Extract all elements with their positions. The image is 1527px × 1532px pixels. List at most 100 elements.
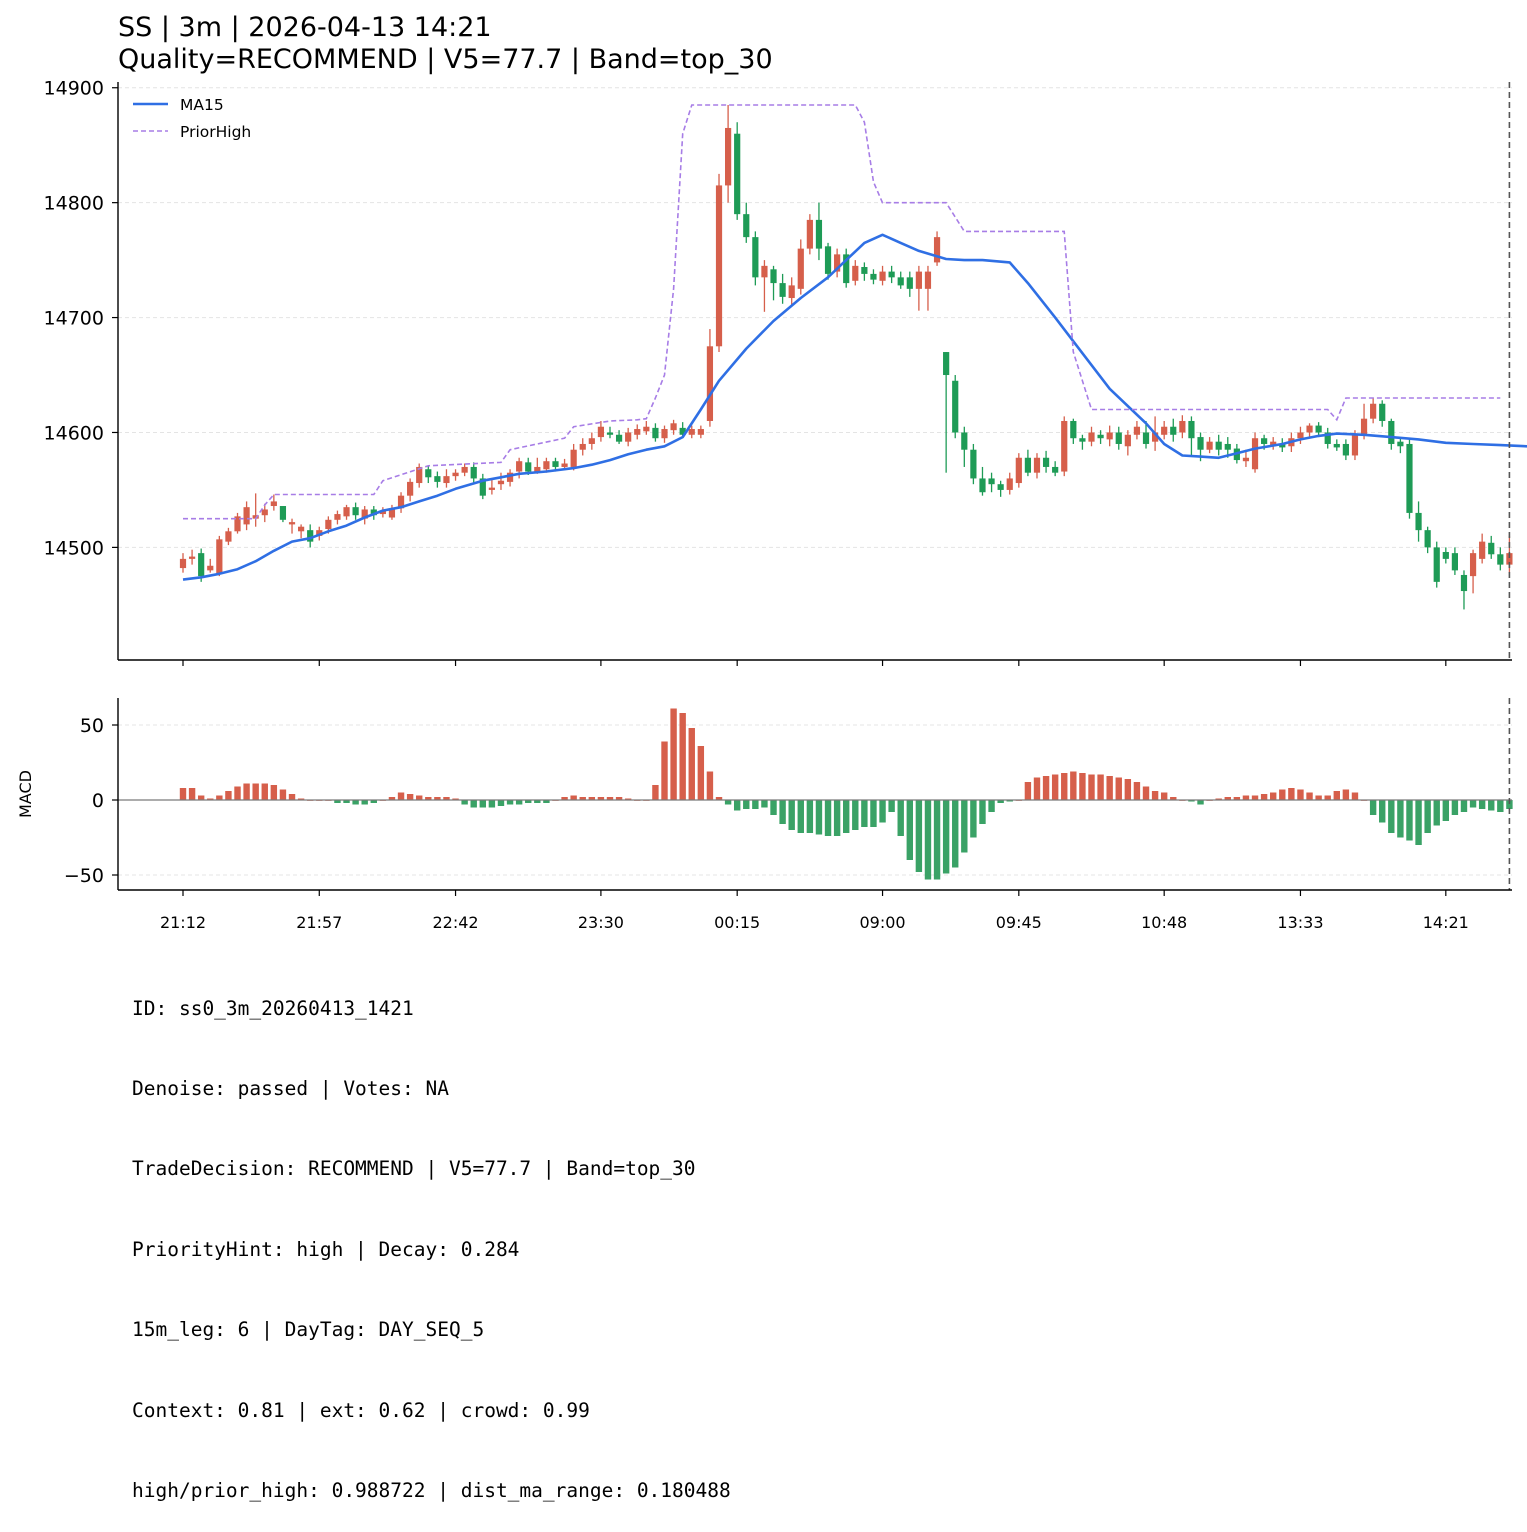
candle-body [588,438,595,444]
grid-lines [118,87,1512,876]
macd-bar [197,795,205,800]
info-line-ratios: high/prior_high: 0.988722 | dist_ma_rang… [132,1478,731,1502]
candle-body [1370,403,1377,419]
candle-body [1279,443,1286,448]
macd-bar [1497,800,1504,812]
macd-bar [1242,795,1250,800]
price-y-tick-label: 14600 [44,422,104,444]
x-tick-label: 22:42 [432,913,478,932]
macd-bar [1288,788,1295,800]
macd-bar [1388,800,1395,833]
candle-body [1324,432,1331,444]
macd-y-tick-label: −50 [64,865,104,887]
macd-bar [833,800,841,836]
candle-body [924,271,932,289]
candle-body [1088,432,1095,442]
macd-bar [1469,800,1477,808]
info-line-trade-decision: TradeDecision: RECOMMEND | V5=77.7 | Ban… [132,1157,696,1181]
candle-body [470,466,477,479]
candle-body [1079,438,1086,442]
candle-body [561,463,568,467]
macd-bar [1451,800,1459,815]
candle-body [1460,574,1468,592]
candle-body [325,519,332,530]
macd-bar [688,728,695,800]
macd-bar [988,800,995,812]
macd-bar [824,800,832,836]
candle-body [443,476,450,484]
candle-body [979,478,986,493]
macd-bar [1188,800,1195,802]
candle-body [879,271,886,281]
macd-bar [1106,776,1113,800]
macd-bar [815,800,823,835]
macd-bar [1315,795,1322,800]
macd-bar [179,788,187,800]
macd-bar [506,800,514,805]
macd-bar [1097,774,1104,800]
macd-bar [1306,792,1313,800]
candle-body [1497,554,1504,565]
info-block: ID: ss0_3m_20260413_1421 Denoise: passed… [132,942,731,1532]
macd-bar [770,800,777,815]
candle-body [1070,420,1077,439]
candle-body [843,254,850,284]
macd-bar [1088,774,1095,800]
candle-body [1297,432,1304,439]
candle-body [1151,432,1159,442]
candle-body [715,185,723,347]
x-tick-label: 09:00 [859,913,905,932]
legend-ma15-label: MA15 [180,96,224,114]
candle-body [824,246,832,274]
macd-bar [352,800,359,805]
candle-body [915,271,922,289]
macd-bar [207,798,214,800]
macd-bar [334,800,341,803]
candle-body [334,514,341,520]
candle-body [1315,425,1322,433]
candle-body [1506,553,1513,565]
macd-bar [534,800,541,803]
candle-body [1270,441,1277,447]
macd-bar [1215,798,1222,800]
candle-body [488,487,495,490]
macd-bar [1133,782,1141,800]
macd-bar [1233,797,1241,800]
macd-bar [1151,791,1159,800]
candle-body [434,476,441,482]
macd-bar [297,798,305,800]
candle-body [606,432,614,435]
candle-body [216,539,223,574]
macd-bar [679,713,686,800]
macd-bar [1342,789,1350,800]
candle-body [970,449,977,479]
macd-bar [843,800,850,833]
candle-body [1406,443,1413,513]
candle-body [1451,553,1458,571]
candle-body [1433,547,1440,582]
macd-bar [1478,800,1486,809]
chart-title-line-1: SS | 3m | 2026-04-13 14:21 [118,12,492,43]
candle-body [615,434,623,442]
candle-body [1033,457,1041,473]
candle-body [1488,542,1495,555]
macd-bar [870,800,877,827]
macd-bar [1251,795,1259,800]
candle-body [207,565,214,571]
macd-bar [1460,800,1468,812]
candle-body [725,127,732,186]
macd-bar [279,789,287,800]
macd-bar [1406,800,1413,841]
candle-body [252,515,259,519]
macd-bar [1160,792,1168,800]
candle-body [1052,466,1059,473]
macd-bar [288,794,296,800]
candle-body [634,429,641,435]
legend-priorhigh-label: PriorHigh [180,123,251,141]
axes: 14500 14600 14700 14800 14900 −50 0 50 MACD 21:12… [16,78,1512,932]
candle-body [179,558,187,569]
macd-bar [1397,800,1404,838]
candle-body [516,461,523,472]
macd-bar [706,771,714,800]
candle-body [834,254,841,272]
